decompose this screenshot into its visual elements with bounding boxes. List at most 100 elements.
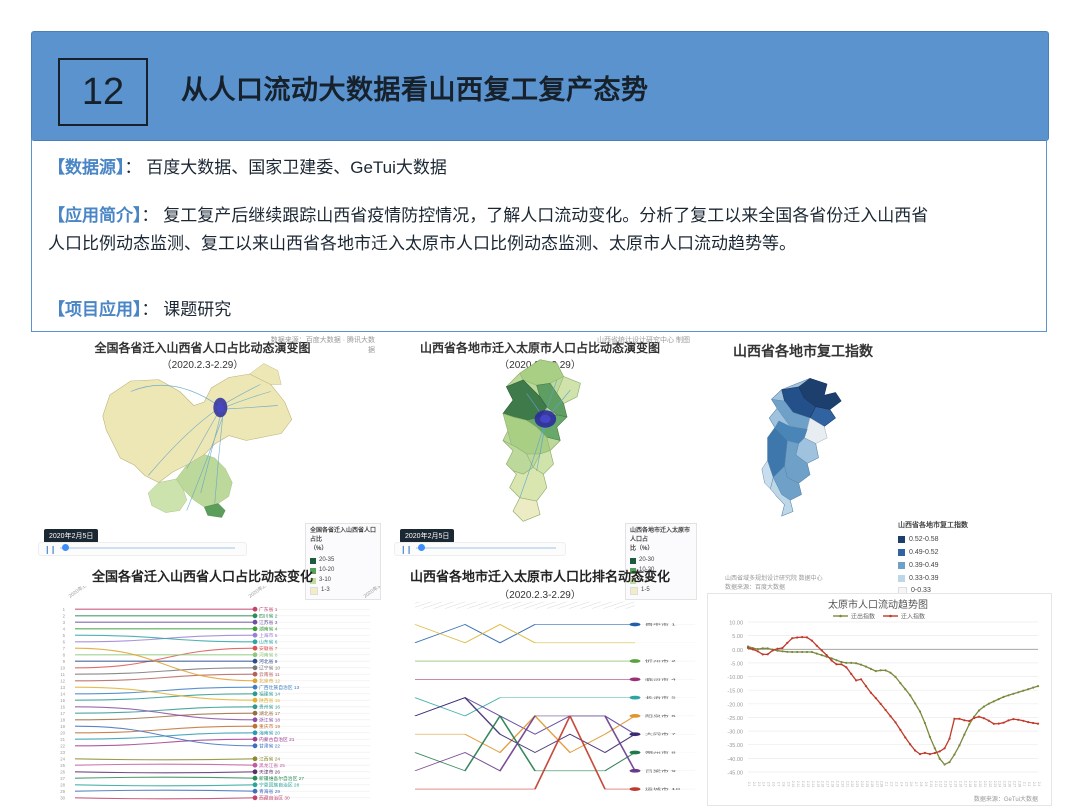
svg-text:2020年1月: 2020年1月 <box>67 586 91 600</box>
svg-text:2.1: 2.1 <box>747 782 751 787</box>
svg-text:2.9: 2.9 <box>924 782 928 787</box>
svg-text:13: 13 <box>60 685 65 690</box>
svg-text:8: 8 <box>63 653 66 658</box>
svg-text:5.00: 5.00 <box>732 634 743 640</box>
svg-text:-10.00: -10.00 <box>727 675 743 681</box>
svg-text:2.17: 2.17 <box>963 781 967 788</box>
svg-text:重庆市 19: 重庆市 19 <box>259 723 280 730</box>
svg-text:2.13: 2.13 <box>944 781 948 788</box>
svg-text:天津市 26: 天津市 26 <box>259 769 280 776</box>
svg-text:2.2: 2.2 <box>890 782 894 787</box>
svg-text:10: 10 <box>60 666 65 671</box>
svg-text:黑龙江省 25: 黑龙江省 25 <box>259 762 285 769</box>
svg-text:2020年2月: 2020年2月 <box>247 586 271 600</box>
svg-text:2.28: 2.28 <box>1017 781 1021 788</box>
svg-text:2.16: 2.16 <box>958 781 962 788</box>
svg-text:2.23: 2.23 <box>993 781 997 788</box>
svg-text:运城市 10: 运城市 10 <box>645 787 681 791</box>
svg-text:临汾市 4: 临汾市 4 <box>645 678 677 682</box>
svg-text:迁出指数: 迁出指数 <box>851 613 875 621</box>
svg-text:12: 12 <box>60 679 65 684</box>
svg-text:山西省域多规划设计研究院数据中心: 山西省域多规划设计研究院数据中心 <box>293 803 370 804</box>
svg-text:广西壮族自治区 13: 广西壮族自治区 13 <box>259 684 300 691</box>
svg-text:2.3: 2.3 <box>895 782 899 787</box>
svg-text:西藏自治区 30: 西藏自治区 30 <box>259 795 290 802</box>
svg-text:2.20: 2.20 <box>840 781 844 788</box>
svg-text:9: 9 <box>63 659 66 664</box>
svg-text:2.14: 2.14 <box>811 781 815 788</box>
svg-text:2.1: 2.1 <box>1022 782 1026 787</box>
svg-text:福建省 14: 福建省 14 <box>259 691 280 698</box>
svg-text:2.6: 2.6 <box>772 782 776 787</box>
svg-text:18: 18 <box>60 718 65 723</box>
svg-text:-20.00: -20.00 <box>727 702 743 708</box>
svg-text:2.23: 2.23 <box>855 781 859 788</box>
svg-text:-35.00: -35.00 <box>727 743 743 749</box>
svg-text:2.21: 2.21 <box>845 781 849 788</box>
svg-text:吕梁市 9: 吕梁市 9 <box>645 769 677 773</box>
svg-text:阳泉市 6: 阳泉市 6 <box>645 714 677 718</box>
svg-text:20: 20 <box>60 731 65 736</box>
svg-text:2.12: 2.12 <box>939 781 943 788</box>
svg-text:2.27: 2.27 <box>875 781 879 788</box>
svg-text:湖南省 4: 湖南省 4 <box>259 626 278 633</box>
svg-text:大同市 7: 大同市 7 <box>645 733 677 737</box>
svg-text:2.5: 2.5 <box>904 782 908 787</box>
svg-text:-15.00: -15.00 <box>727 689 743 695</box>
svg-text:2.8: 2.8 <box>919 782 923 787</box>
svg-text:2.1: 2.1 <box>885 782 889 787</box>
svg-text:7: 7 <box>63 646 66 651</box>
svg-text:朔州市 8: 朔州市 8 <box>645 751 677 755</box>
svg-text:海南省 20: 海南省 20 <box>259 730 280 737</box>
svg-text:2: 2 <box>63 614 66 619</box>
svg-text:4: 4 <box>63 627 66 632</box>
svg-text:安徽省 7: 安徽省 7 <box>259 645 278 652</box>
svg-text:忻州市 2: 忻州市 2 <box>645 659 677 663</box>
svg-text:19: 19 <box>60 724 65 729</box>
svg-text:2.8: 2.8 <box>781 782 785 787</box>
svg-text:3: 3 <box>63 620 66 625</box>
svg-text:10.00: 10.00 <box>729 621 743 627</box>
svg-text:贵州省 16: 贵州省 16 <box>259 704 280 711</box>
svg-text:2.7: 2.7 <box>914 782 918 787</box>
svg-text:河北省 9: 河北省 9 <box>259 658 278 665</box>
svg-text:2.2: 2.2 <box>752 782 756 787</box>
svg-text:青海省 29: 青海省 29 <box>259 788 280 795</box>
svg-text:26: 26 <box>60 770 65 775</box>
svg-text:数据来源：GeTui大数据: 数据来源：GeTui大数据 <box>974 795 1038 803</box>
svg-text:24: 24 <box>60 757 65 762</box>
svg-text:2.19: 2.19 <box>836 781 840 788</box>
svg-text:2.6: 2.6 <box>909 782 913 787</box>
svg-text:2.14: 2.14 <box>949 781 953 788</box>
svg-text:2.11: 2.11 <box>934 781 938 787</box>
svg-text:晋中市 1: 晋中市 1 <box>645 623 677 627</box>
svg-text:17: 17 <box>60 711 65 716</box>
svg-text:广东省 1: 广东省 1 <box>259 606 278 613</box>
svg-text:2.26: 2.26 <box>1008 781 1012 788</box>
svg-text:15: 15 <box>60 698 65 703</box>
svg-text:2.4: 2.4 <box>1037 782 1041 787</box>
svg-text:-40.00: -40.00 <box>727 757 743 763</box>
svg-text:2.25: 2.25 <box>1003 781 1007 788</box>
svg-text:27: 27 <box>60 776 65 781</box>
svg-text:2.19: 2.19 <box>973 781 977 788</box>
svg-text:2.27: 2.27 <box>1012 781 1016 788</box>
svg-text:25: 25 <box>60 763 65 768</box>
svg-text:上海市 5: 上海市 5 <box>259 632 278 639</box>
svg-text:长治市 5: 长治市 5 <box>645 696 677 700</box>
svg-text:2.10: 2.10 <box>929 781 933 788</box>
svg-text:2.15: 2.15 <box>816 781 820 788</box>
svg-text:16: 16 <box>60 705 65 710</box>
svg-text:2.3: 2.3 <box>757 782 761 787</box>
svg-text:2.26: 2.26 <box>870 781 874 788</box>
svg-text:22: 22 <box>60 744 65 749</box>
svg-text:6: 6 <box>63 640 66 645</box>
svg-text:2.24: 2.24 <box>860 781 864 788</box>
svg-text:2020年3月: 2020年3月 <box>362 586 380 600</box>
svg-text:江西省 24: 江西省 24 <box>259 756 280 763</box>
svg-text:-25.00: -25.00 <box>727 716 743 722</box>
svg-text:1: 1 <box>63 607 66 612</box>
svg-text:2.21: 2.21 <box>983 781 987 788</box>
svg-text:2.22: 2.22 <box>988 781 992 788</box>
svg-text:甘肃省 22: 甘肃省 22 <box>259 743 280 750</box>
